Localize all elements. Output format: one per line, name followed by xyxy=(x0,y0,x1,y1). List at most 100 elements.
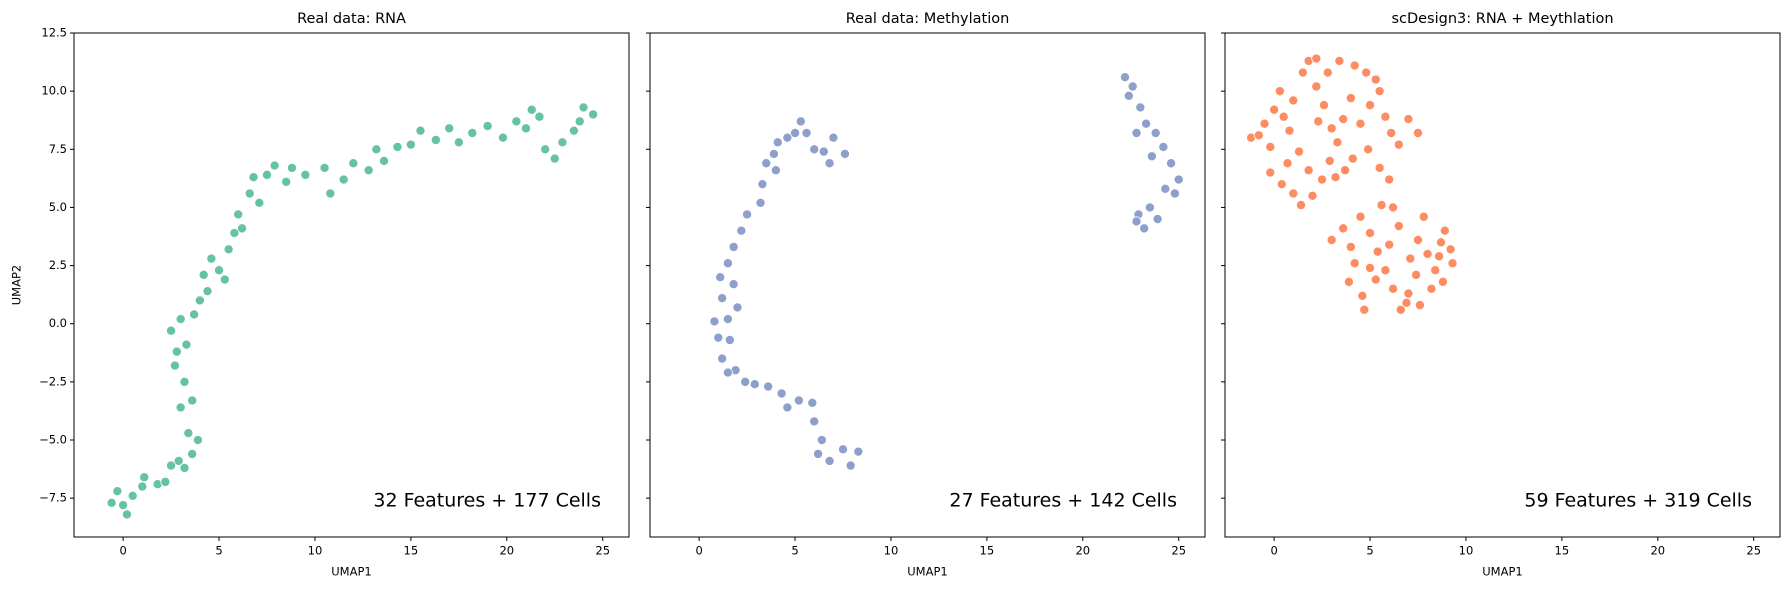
point xyxy=(713,332,724,343)
point xyxy=(722,367,733,378)
point xyxy=(229,228,240,239)
point xyxy=(1434,251,1445,262)
axes-frame xyxy=(649,32,1206,538)
point xyxy=(1365,100,1376,111)
point xyxy=(1447,258,1458,269)
point xyxy=(1141,118,1152,129)
point xyxy=(1297,67,1308,78)
point xyxy=(1426,283,1437,294)
point xyxy=(338,174,349,185)
point xyxy=(1393,139,1404,150)
point xyxy=(127,490,138,501)
point xyxy=(392,141,403,152)
annotation: 32 Features + 177 Cells xyxy=(373,490,601,512)
point xyxy=(540,144,551,155)
point xyxy=(1135,102,1146,113)
point xyxy=(444,123,455,134)
point xyxy=(1324,155,1335,166)
y-axis-label: UMAP2 xyxy=(10,265,24,305)
point xyxy=(755,197,766,208)
point xyxy=(1345,93,1356,104)
point xyxy=(526,104,537,115)
point xyxy=(728,241,739,252)
point xyxy=(742,209,753,220)
point xyxy=(371,144,382,155)
point xyxy=(1395,304,1406,315)
point xyxy=(1313,116,1324,127)
panel-title: scDesign3: RNA + Meythlation xyxy=(1391,11,1613,27)
point xyxy=(1278,111,1289,122)
x-tick-label: 25 xyxy=(1746,544,1761,558)
point xyxy=(1123,90,1134,101)
point xyxy=(1284,125,1295,136)
point xyxy=(793,395,804,406)
point xyxy=(1120,72,1131,83)
point xyxy=(171,346,182,357)
x-tick-label: 10 xyxy=(1459,544,1474,558)
point xyxy=(818,146,829,157)
point xyxy=(853,446,864,457)
y-tick-label: 5.0 xyxy=(49,200,67,214)
point xyxy=(325,188,336,199)
point xyxy=(845,460,856,471)
point xyxy=(112,486,123,497)
point xyxy=(1294,146,1305,157)
point xyxy=(286,162,297,173)
point xyxy=(1359,304,1370,315)
x-axis-label: UMAP1 xyxy=(331,565,371,579)
point xyxy=(166,460,177,471)
point xyxy=(568,125,579,136)
point xyxy=(1430,265,1441,276)
x-tick-label: 5 xyxy=(1366,544,1373,558)
point xyxy=(1146,151,1157,162)
point xyxy=(1412,234,1423,245)
point xyxy=(497,132,508,143)
point xyxy=(1365,262,1376,273)
point xyxy=(1253,130,1264,141)
point xyxy=(828,132,839,143)
point xyxy=(1131,128,1142,139)
point xyxy=(757,179,768,190)
point xyxy=(121,509,132,520)
point xyxy=(1158,141,1169,152)
point xyxy=(179,462,190,473)
point xyxy=(1265,141,1276,152)
point xyxy=(588,109,599,120)
point xyxy=(1355,118,1366,129)
point xyxy=(1152,214,1163,225)
point xyxy=(763,381,774,392)
y-tick-label: −2.5 xyxy=(39,374,67,388)
point xyxy=(1388,202,1399,213)
x-tick-label: 25 xyxy=(595,544,610,558)
point xyxy=(1393,221,1404,232)
point xyxy=(139,472,150,483)
point xyxy=(1276,179,1287,190)
annotation: 59 Features + 319 Cells xyxy=(1524,490,1752,512)
point xyxy=(1166,158,1177,169)
point xyxy=(1317,174,1328,185)
y-tick-label: −7.5 xyxy=(39,491,67,505)
point xyxy=(1414,300,1425,311)
point xyxy=(160,476,171,487)
point xyxy=(795,116,806,127)
point xyxy=(557,137,568,148)
point xyxy=(732,302,743,313)
point xyxy=(728,279,739,290)
point xyxy=(1370,74,1381,85)
point xyxy=(1439,225,1450,236)
point xyxy=(1160,183,1171,194)
point xyxy=(1445,244,1456,255)
x-tick-label: 0 xyxy=(1270,544,1277,558)
point xyxy=(816,435,827,446)
point xyxy=(722,314,733,325)
point xyxy=(709,316,720,327)
point xyxy=(1274,86,1285,97)
point xyxy=(106,497,117,508)
point xyxy=(175,402,186,413)
point xyxy=(1330,172,1341,183)
point xyxy=(453,137,464,148)
x-tick-label: 0 xyxy=(695,544,702,558)
point xyxy=(768,148,779,159)
point xyxy=(348,158,359,169)
